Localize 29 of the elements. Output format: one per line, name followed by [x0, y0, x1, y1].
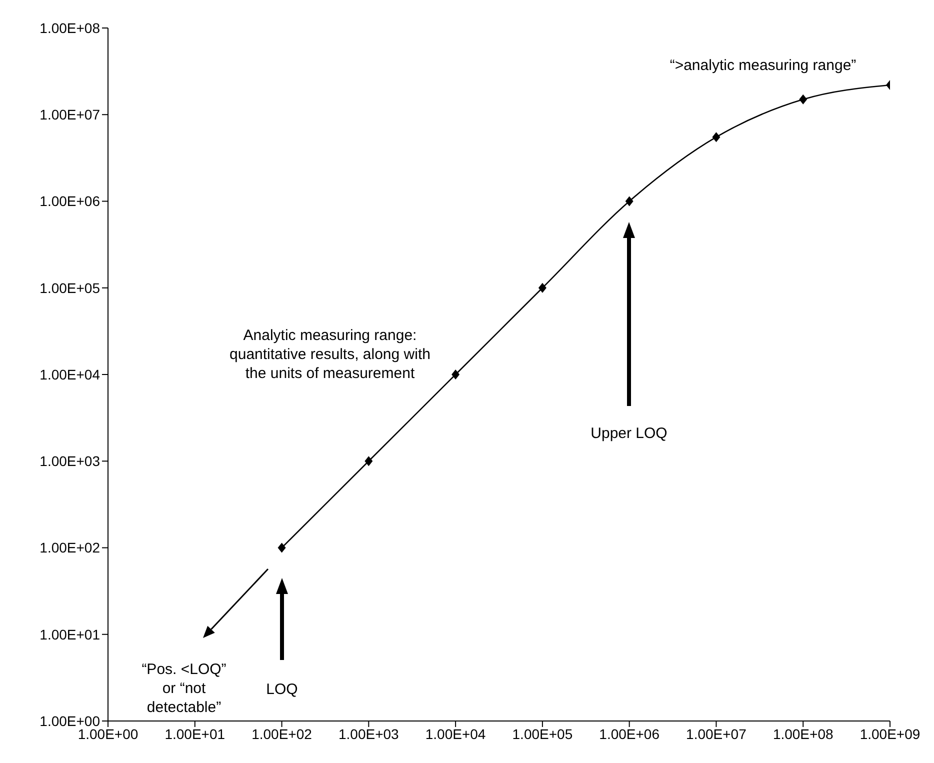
- x-tick-label: 1.00E+04: [425, 726, 486, 742]
- y-tick-label: 1.00E+07: [40, 106, 100, 123]
- x-tick-label: 1.00E+01: [164, 726, 226, 742]
- point: [452, 370, 460, 380]
- point: [364, 456, 373, 466]
- x-tick-label: 1.00E+09: [860, 726, 920, 742]
- annotation: “>analytic measuring range”: [668, 56, 858, 75]
- y-tick-label: 1.00E+06: [40, 193, 100, 210]
- annotation: Analytic measuring range: quantitative results, along with the units of measurement: [228, 326, 432, 383]
- point: [625, 196, 634, 206]
- y-tick-label: 1.00E+05: [40, 280, 100, 296]
- x-tick-label: 1.00E+03: [338, 726, 400, 742]
- y-tick-label: 1.00E+02: [40, 540, 100, 556]
- y-tick-label: 1.00E+08: [40, 20, 100, 36]
- x-tick-label: 1.00E+08: [772, 726, 834, 742]
- point: [278, 542, 286, 553]
- point: [799, 94, 808, 104]
- annotation: Upper LOQ: [590, 424, 668, 443]
- point: [712, 132, 720, 142]
- x-tick-label: 1.00E+02: [252, 726, 312, 742]
- annotation: LOQ: [265, 680, 299, 699]
- x-tick-label: 1.00E+05: [512, 726, 573, 742]
- y-tick-label: 1.00E+01: [40, 626, 100, 642]
- y-tick-label: 1.00E+04: [40, 366, 100, 382]
- annotation: “Pos. <LOQ” or “not detectable”: [140, 660, 228, 717]
- x-tick-label: 1.00E+07: [686, 726, 747, 742]
- y-tick-label: 1.00E+03: [40, 453, 100, 470]
- point: [538, 282, 546, 293]
- x-tick-label: 1.00E+06: [599, 726, 660, 742]
